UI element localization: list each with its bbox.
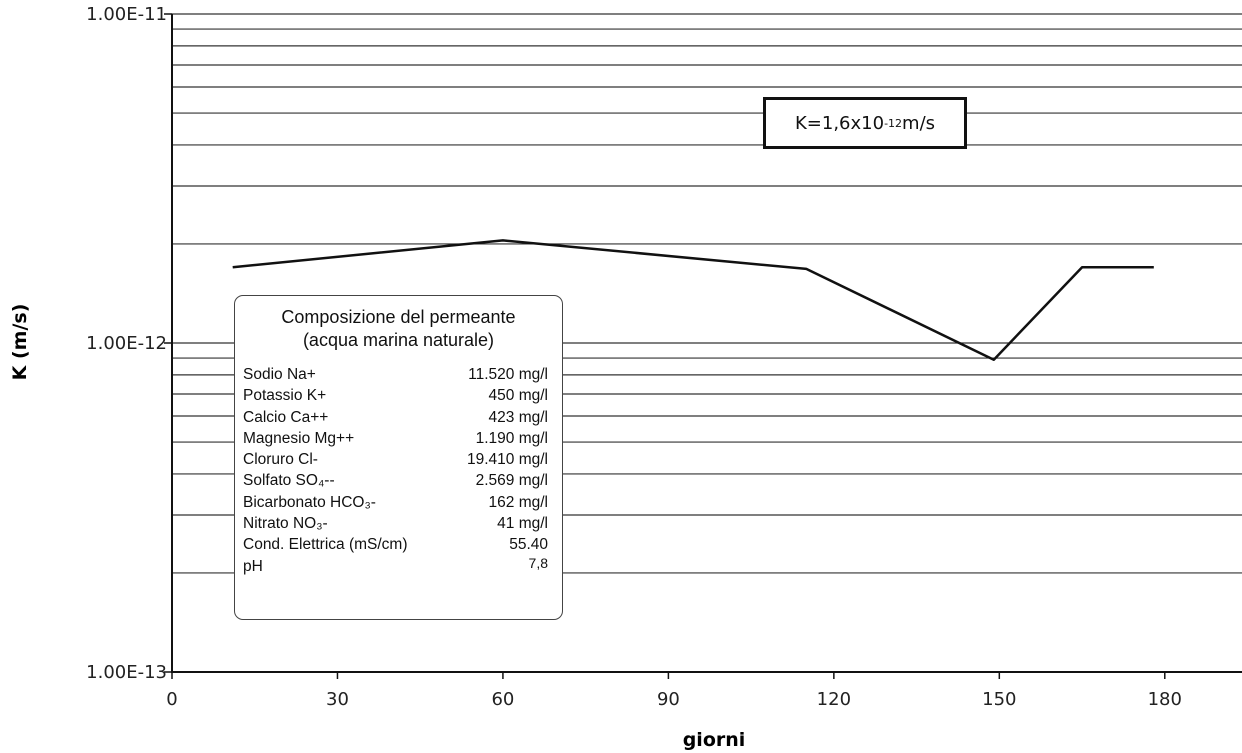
composition-row: Cond. Elettrica (mS/cm) 55.40 <box>243 534 548 555</box>
composition-row-label: Potassio K+ <box>243 387 327 405</box>
composition-title-line2: (acqua marina naturale) <box>302 330 495 350</box>
composition-row-value: 41 mg/l <box>497 515 548 533</box>
composition-row-label: Cond. Elettrica (mS/cm) <box>243 536 408 554</box>
composition-row: Potassio K+ 450 mg/l <box>243 385 548 406</box>
composition-row-label: Nitrato NO₃- <box>243 515 328 533</box>
x-tick-label: 30 <box>326 689 349 710</box>
composition-title-line1: Composizione del permeante <box>281 307 516 327</box>
composition-row: Nitrato NO₃- 41 mg/l <box>243 513 548 534</box>
composition-row-value: 7,8 <box>528 554 548 571</box>
composition-row-label: Calcio Ca++ <box>243 408 329 426</box>
x-tick-label: 120 <box>817 689 851 710</box>
permeant-composition-box: Composizione del permeante (acqua marina… <box>234 295 563 620</box>
y-axis-title: K (m/s) <box>9 304 31 381</box>
composition-row: Solfato SO₄-- 2.569 mg/l <box>243 470 548 491</box>
composition-row: Magnesio Mg++ 1.190 mg/l <box>243 428 548 449</box>
composition-row: pH 7,8 <box>243 556 548 577</box>
x-tick-label: 60 <box>491 689 514 710</box>
composition-row-value: 162 mg/l <box>488 493 548 511</box>
composition-row-value: 11.520 mg/l <box>468 366 548 383</box>
k-annotation-unit: m/s <box>902 112 936 134</box>
composition-rows: Sodio Na+ 11.520 mg/l Potassio K+ 450 mg/l C… <box>235 364 562 577</box>
x-tick-label: 0 <box>166 689 177 710</box>
x-tick-label: 90 <box>657 689 680 710</box>
composition-row: Cloruro Cl- 19.410 mg/l <box>243 449 548 470</box>
y-tick-labels: 1.00E-11 1.00E-12 1.00E-13 <box>86 4 172 683</box>
k-annotation-prefix: K=1,6x10 <box>794 112 885 134</box>
y-tick-label: 1.00E-13 <box>86 662 167 683</box>
x-tick-labels: 0 30 60 90 120 150 180 <box>166 672 1182 710</box>
composition-row: Calcio Ca++ 423 mg/l <box>243 407 548 428</box>
series-line <box>232 239 1154 361</box>
x-tick-label: 150 <box>982 689 1016 710</box>
composition-row: Bicarbonato HCO₃- 162 mg/l <box>243 492 548 513</box>
composition-row: Sodio Na+ 11.520 mg/l <box>243 364 548 385</box>
series-group <box>232 239 1154 361</box>
x-tick-label: 180 <box>1148 689 1182 710</box>
x-axis-title: giorni <box>683 729 746 751</box>
composition-row-value: 19.410 mg/l <box>467 451 548 469</box>
y-tick-label: 1.00E-11 <box>86 4 167 25</box>
k-annotation-exponent: -12 <box>884 116 903 130</box>
y-tick-label: 1.00E-12 <box>86 333 167 354</box>
composition-row-label: Magnesio Mg++ <box>243 429 355 447</box>
composition-row-label: Cloruro Cl- <box>243 451 318 469</box>
composition-row-value: 1.190 mg/l <box>475 429 548 447</box>
composition-row-label: Solfato SO₄-- <box>243 472 335 490</box>
composition-row-label: Sodio Na+ <box>243 366 316 383</box>
composition-row-value: 450 mg/l <box>488 387 548 405</box>
k-value-annotation: K=1,6x10 -12 m/s <box>763 97 967 149</box>
composition-row-value: 2.569 mg/l <box>475 472 548 490</box>
composition-row-value: 423 mg/l <box>488 408 548 426</box>
composition-row-value: 55.40 <box>509 536 548 554</box>
composition-row-label: Bicarbonato HCO₃- <box>243 493 376 511</box>
composition-row-label: pH <box>243 557 263 575</box>
